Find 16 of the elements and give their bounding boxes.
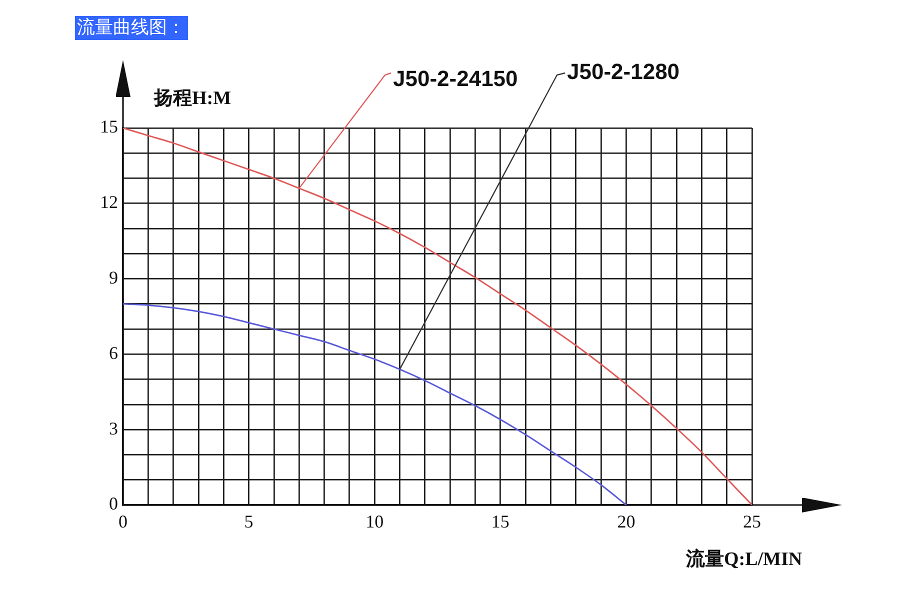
x-tick-label: 20 (617, 512, 636, 532)
y-axis-title: 扬程H:M (153, 88, 232, 109)
x-tick-label: 15 (491, 512, 510, 532)
y-tick-label: 15 (100, 116, 118, 137)
x-axis-title: 流量Q:L/MIN (685, 548, 802, 570)
text: J50-2-24150 (393, 66, 518, 92)
y-tick-label: 0 (109, 494, 118, 514)
chart-title: 流量曲线图： (75, 16, 188, 40)
y-tick-label: 9 (109, 268, 118, 288)
x-tick-label: 25 (743, 512, 761, 532)
x-tick-label: 10 (366, 512, 384, 532)
x-tick-label: 5 (244, 512, 254, 532)
y-tick-label: 3 (109, 418, 118, 438)
y-tick-label: 6 (109, 342, 118, 363)
y-tick-label: 12 (100, 192, 118, 212)
text: J50-2-1280 (567, 59, 680, 84)
